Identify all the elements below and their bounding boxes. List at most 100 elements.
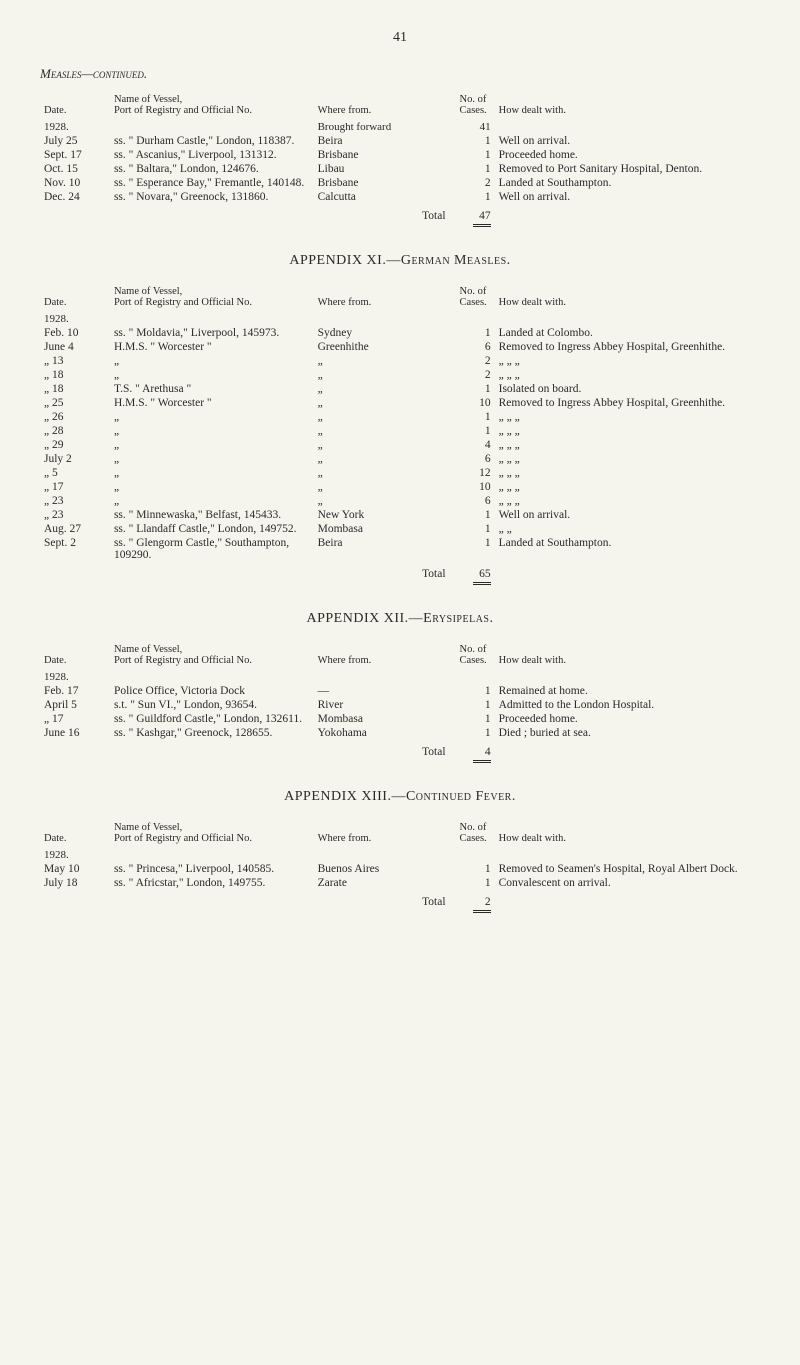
cases-cell: 1 <box>456 536 495 562</box>
dealt-cell: „ „ „ <box>495 368 760 382</box>
table-header-row: Date. Name of Vessel, Port of Registry a… <box>40 284 760 312</box>
date-cell: „ 28 <box>40 424 110 438</box>
vessel-cell: ss. " Glengorm Castle," Southampton, 109… <box>110 536 314 562</box>
year-cell: 1928. <box>40 848 110 862</box>
table-row: Sept. 2ss. " Glengorm Castle," Southampt… <box>40 536 760 562</box>
table-row: June 16ss. " Kashgar," Greenock, 128655.… <box>40 726 760 740</box>
where-cell: Brisbane <box>314 176 456 190</box>
total-row: Total 47 <box>40 204 760 228</box>
cases-cell: 1 <box>456 684 495 698</box>
cases-cell: 1 <box>456 326 495 340</box>
vessel-cell: „ <box>110 438 314 452</box>
vessel-cell: s.t. " Sun VI.," London, 93654. <box>110 698 314 712</box>
table-row: July 18ss. " Africstar," London, 149755.… <box>40 876 760 890</box>
where-cell: Yokohama <box>314 726 456 740</box>
cases-cell: 2 <box>456 354 495 368</box>
brought-forward-value: 41 <box>456 120 495 134</box>
vessel-cell: „ <box>110 466 314 480</box>
where-cell: Zarate <box>314 876 456 890</box>
header-date: Date. <box>40 92 110 120</box>
cases-cell: 2 <box>456 368 495 382</box>
vessel-cell: ss. " Baltara," London, 124676. <box>110 162 314 176</box>
vessel-cell: ss. " Novara," Greenock, 131860. <box>110 190 314 204</box>
vessel-cell: ss. " Africstar," London, 149755. <box>110 876 314 890</box>
table-row: Oct. 15ss. " Baltara," London, 124676.Li… <box>40 162 760 176</box>
header-date: Date. <box>40 820 110 848</box>
table-row: July 2„„6„ „ „ <box>40 452 760 466</box>
where-cell: „ <box>314 396 456 410</box>
header-where: Where from. <box>314 642 456 670</box>
vessel-cell: „ <box>110 354 314 368</box>
table-row: May 10ss. " Princesa," Liverpool, 140585… <box>40 862 760 876</box>
cases-cell: 1 <box>456 424 495 438</box>
table-row: June 4H.M.S. " Worcester "Greenhithe6Rem… <box>40 340 760 354</box>
table-row: „ 17ss. " Guildford Castle," London, 132… <box>40 712 760 726</box>
dealt-cell: Landed at Southampton. <box>495 176 760 190</box>
table-row: „ 5„„12„ „ „ <box>40 466 760 480</box>
where-cell: Calcutta <box>314 190 456 204</box>
header-where: Where from. <box>314 92 456 120</box>
vessel-cell: „ <box>110 494 314 508</box>
date-cell: Feb. 10 <box>40 326 110 340</box>
date-cell: „ 29 <box>40 438 110 452</box>
date-cell: Aug. 27 <box>40 522 110 536</box>
dealt-cell: Well on arrival. <box>495 134 760 148</box>
date-cell: „ 23 <box>40 508 110 522</box>
section4-title: APPENDIX XIII.—Continued Fever. <box>40 789 760 805</box>
vessel-cell: ss. " Llandaff Castle," London, 149752. <box>110 522 314 536</box>
cases-cell: 1 <box>456 698 495 712</box>
header-cases: No. of Cases. <box>456 820 495 848</box>
table-row: „ 17„„10„ „ „ <box>40 480 760 494</box>
table-row: „ 23ss. " Minnewaska," Belfast, 145433.N… <box>40 508 760 522</box>
vessel-cell: „ <box>110 410 314 424</box>
table-row: Feb. 17Police Office, Victoria Dock—1Rem… <box>40 684 760 698</box>
date-cell: Dec. 24 <box>40 190 110 204</box>
where-cell: „ <box>314 452 456 466</box>
dealt-cell: Well on arrival. <box>495 190 760 204</box>
table-row: „ 18„„2„ „ „ <box>40 368 760 382</box>
vessel-cell: ss. " Ascanius," Liverpool, 131312. <box>110 148 314 162</box>
vessel-cell: „ <box>110 424 314 438</box>
table-row: July 25ss. " Durham Castle," London, 118… <box>40 134 760 148</box>
header-cases: No. of Cases. <box>456 642 495 670</box>
vessel-cell: „ <box>110 368 314 382</box>
total-label: Total <box>314 740 456 764</box>
header-dealt: How dealt with. <box>495 284 760 312</box>
where-cell: „ <box>314 424 456 438</box>
year-row: 1928. <box>40 670 760 684</box>
table-row: „ 13„„2„ „ „ <box>40 354 760 368</box>
date-cell: „ 13 <box>40 354 110 368</box>
year-row: 1928. Brought forward 41 <box>40 120 760 134</box>
total-row: Total 65 <box>40 562 760 586</box>
where-cell: „ <box>314 354 456 368</box>
header-vessel: Name of Vessel, Port of Registry and Off… <box>110 284 314 312</box>
where-cell: River <box>314 698 456 712</box>
dealt-cell: „ „ „ <box>495 438 760 452</box>
vessel-cell: ss. " Minnewaska," Belfast, 145433. <box>110 508 314 522</box>
date-cell: „ 17 <box>40 480 110 494</box>
cases-cell: 1 <box>456 410 495 424</box>
dealt-cell: „ „ „ <box>495 410 760 424</box>
where-cell: „ <box>314 480 456 494</box>
table-header-row: Date. Name of Vessel, Port of Registry a… <box>40 820 760 848</box>
where-cell: „ <box>314 438 456 452</box>
cases-cell: 6 <box>456 494 495 508</box>
where-cell: „ <box>314 494 456 508</box>
where-cell: „ <box>314 382 456 396</box>
table-row: „ 29„„4„ „ „ <box>40 438 760 452</box>
dealt-cell: „ „ „ <box>495 452 760 466</box>
date-cell: May 10 <box>40 862 110 876</box>
date-cell: July 25 <box>40 134 110 148</box>
date-cell: „ 26 <box>40 410 110 424</box>
header-date: Date. <box>40 642 110 670</box>
where-cell: Brisbane <box>314 148 456 162</box>
year-row: 1928. <box>40 312 760 326</box>
cases-cell: 4 <box>456 438 495 452</box>
header-cases: No. of Cases. <box>456 92 495 120</box>
date-cell: „ 25 <box>40 396 110 410</box>
cases-cell: 2 <box>456 176 495 190</box>
total-value: 4 <box>473 746 491 763</box>
cases-cell: 1 <box>456 508 495 522</box>
table-row: Sept. 17ss. " Ascanius," Liverpool, 1313… <box>40 148 760 162</box>
date-cell: July 18 <box>40 876 110 890</box>
